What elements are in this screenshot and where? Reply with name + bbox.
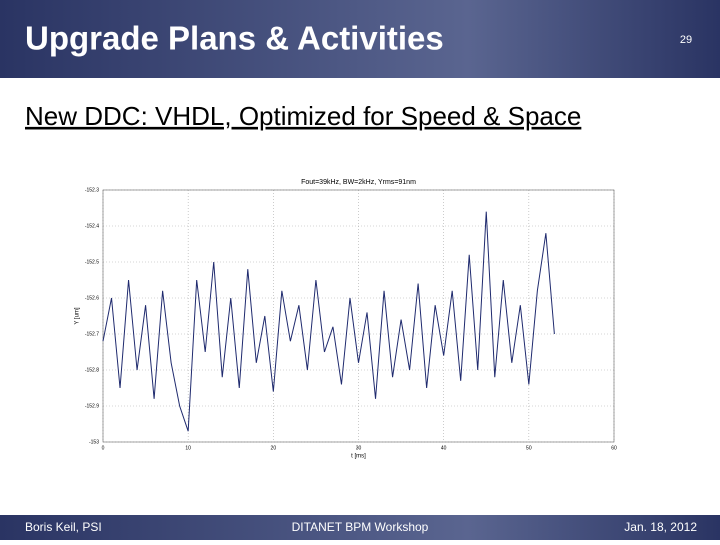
header-band [0, 0, 720, 78]
x-tick-label: 40 [441, 445, 447, 451]
y-tick-label: -153 [89, 439, 99, 445]
y-tick-label: -152.4 [85, 223, 99, 229]
y-tick-label: -152.5 [85, 259, 99, 265]
footer-left: Boris Keil, PSI [25, 520, 102, 534]
y-tick-label: -152.3 [85, 187, 99, 193]
footer-center: DITANET BPM Workshop [292, 520, 429, 534]
plot-frame [102, 189, 615, 443]
x-tick-label: 50 [526, 445, 532, 451]
data-line [102, 211, 555, 432]
y-tick-label: -152.7 [85, 331, 99, 337]
x-tick-label: 30 [356, 445, 362, 451]
y-tick-label: -152.6 [85, 295, 99, 301]
footer-band [0, 515, 720, 540]
x-tick-label: 20 [271, 445, 277, 451]
x-tick-label: 0 [102, 445, 105, 451]
y-tick-label: -152.8 [85, 367, 99, 373]
slide-title: Upgrade Plans & Activities [25, 20, 444, 57]
footer-right: Jan. 18, 2012 [624, 520, 697, 534]
page-number: 29 [680, 34, 692, 46]
y-axis-label: Y [um] [75, 307, 81, 325]
y-tick-label: -152.9 [85, 403, 99, 409]
chart: Fout=39kHz, BW=2kHz, Yrms=91nm -152.3 -152… [75, 179, 617, 460]
chart-title: Fout=39kHz, BW=2kHz, Yrms=91nm [301, 179, 416, 186]
x-tick-label: 10 [185, 445, 191, 451]
subtitle: New DDC: VHDL, Optimized for Speed & Spa… [25, 101, 581, 131]
x-axis-label: t [ms] [351, 454, 366, 460]
x-tick-label: 60 [611, 445, 617, 451]
